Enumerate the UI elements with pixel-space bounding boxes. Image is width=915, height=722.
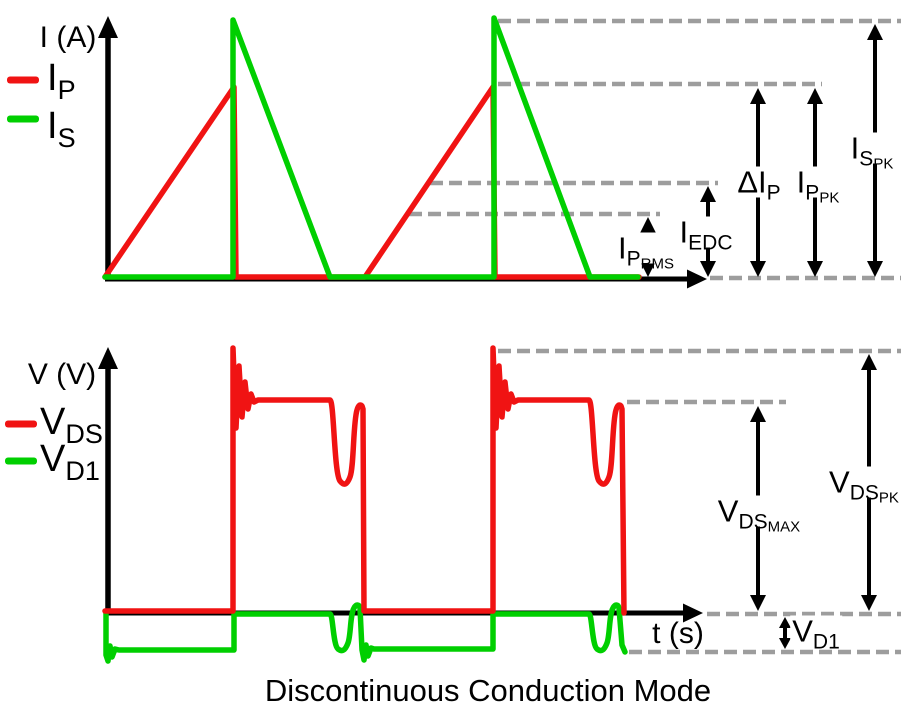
v-dsmax-arrow-head-top <box>750 406 766 422</box>
label-part: P <box>766 181 781 205</box>
v-dsmax-arrow-head-bottom <box>750 595 766 611</box>
label-part: I <box>47 105 58 147</box>
i-prms-arrow-head-top <box>640 217 656 233</box>
label-part: D1 <box>812 630 840 654</box>
i-prms-label: IPRMS <box>616 230 676 272</box>
secondary-current-trace <box>102 15 641 280</box>
diagram-title: Discontinuous Conduction Mode <box>264 673 712 708</box>
label-part: t (s) <box>652 617 704 650</box>
v-dspk-arrow-head-top <box>861 354 877 370</box>
label-part: D1 <box>65 456 100 486</box>
label-part: P <box>57 75 76 105</box>
v-d1-arrow-head-bottom <box>779 638 791 649</box>
label-part: DS <box>738 510 768 534</box>
legend-secondary-current-swatch <box>7 115 39 123</box>
i-edc-arrow-head-bottom <box>700 261 716 277</box>
delta-ip-arrow-head-bottom <box>750 261 766 277</box>
legend-vds-swatch <box>5 420 37 428</box>
label-part: PK <box>819 189 840 207</box>
current-waveform-plot-x-axis-arrowhead <box>687 269 707 289</box>
label-part: S <box>859 147 874 171</box>
legend-vd1-swatch <box>5 457 37 465</box>
label-part: DS <box>849 481 879 505</box>
diode-voltage-trace <box>103 602 628 664</box>
label-part: PK <box>878 489 899 507</box>
current-axis-label: I (A) <box>40 23 97 53</box>
label-part: I <box>850 130 860 166</box>
v-d1-arrow-head-top <box>779 617 791 628</box>
label-part: I <box>47 57 58 99</box>
label-part: I <box>679 214 689 250</box>
time-axis-label: t (s) <box>652 619 704 649</box>
i-spk-arrow-head-top <box>867 24 883 40</box>
i-spk-arrow-head-bottom <box>867 261 883 277</box>
drain-source-voltage-trace <box>102 345 627 616</box>
i-prms-arrow-head-bottom <box>640 261 656 277</box>
delta-ip-label: ΔIP <box>735 164 783 204</box>
label-part: S <box>57 123 76 153</box>
label-part: V <box>829 464 850 500</box>
legend-primary-current-label: IP <box>47 57 76 104</box>
voltage-waveform-plot-y-axis-arrowhead <box>98 347 118 369</box>
label-part: RMS <box>640 255 674 273</box>
label-part: I <box>618 230 627 266</box>
voltage-axis-label: V (V) <box>28 360 96 390</box>
label-part: PK <box>873 155 894 173</box>
v-dspk-arrow-head-bottom <box>861 595 877 611</box>
label-part: V <box>40 438 66 480</box>
label-part: P <box>805 181 820 205</box>
label-part: V <box>40 401 66 443</box>
label-part: EDC <box>688 231 733 255</box>
i-edc-arrow-head-top <box>700 186 716 202</box>
v-dspk-label: VDSPK <box>827 464 901 506</box>
label-part: ΔI <box>737 164 767 200</box>
legend-secondary-current-label: IS <box>47 105 76 152</box>
voltage-waveform-plot-x-axis-arrowhead <box>683 603 703 623</box>
i-ppk-arrow-head-top <box>807 88 823 104</box>
label-part: V <box>792 613 813 649</box>
i-ppk-label: IPPK <box>794 164 842 206</box>
legend-vd1-label: VD1 <box>40 438 100 485</box>
label-part: V <box>717 493 739 529</box>
v-d1-label: VD1 <box>790 613 842 653</box>
delta-ip-arrow-head-top <box>750 88 766 104</box>
legend-vds-label: VDS <box>40 401 103 448</box>
label-part: I <box>796 164 806 200</box>
i-ppk-arrow-head-bottom <box>807 261 823 277</box>
i-edc-label: IEDC <box>677 214 735 254</box>
label-part: V (V) <box>27 358 97 391</box>
label-part: MAX <box>767 518 801 536</box>
primary-current-trace <box>102 84 642 280</box>
i-spk-label: ISPK <box>848 130 896 172</box>
label-part: P <box>626 247 641 271</box>
current-waveform-plot <box>98 15 901 289</box>
label-part: DS <box>65 419 103 449</box>
v-dsmax-label: VDSMAX <box>715 493 803 535</box>
voltage-waveform-plot <box>98 345 901 664</box>
label-part: I (A) <box>39 21 97 54</box>
legend-primary-current-swatch <box>7 76 39 84</box>
current-waveform-plot-y-axis-arrowhead <box>98 16 118 38</box>
